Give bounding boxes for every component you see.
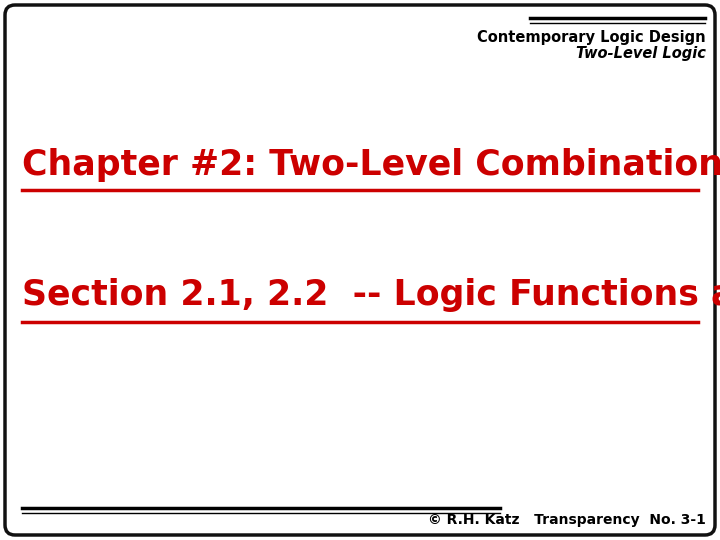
Text: © R.H. Katz   Transparency  No. 3-1: © R.H. Katz Transparency No. 3-1 bbox=[428, 513, 706, 527]
FancyBboxPatch shape bbox=[5, 5, 715, 535]
Text: Two-Level Logic: Two-Level Logic bbox=[576, 46, 706, 61]
Text: Section 2.1, 2.2  -- Logic Functions and Gates: Section 2.1, 2.2 -- Logic Functions and … bbox=[22, 278, 720, 312]
Text: Chapter #2: Two-Level Combinational Logic: Chapter #2: Two-Level Combinational Logi… bbox=[22, 148, 720, 182]
Text: Contemporary Logic Design: Contemporary Logic Design bbox=[477, 30, 706, 45]
